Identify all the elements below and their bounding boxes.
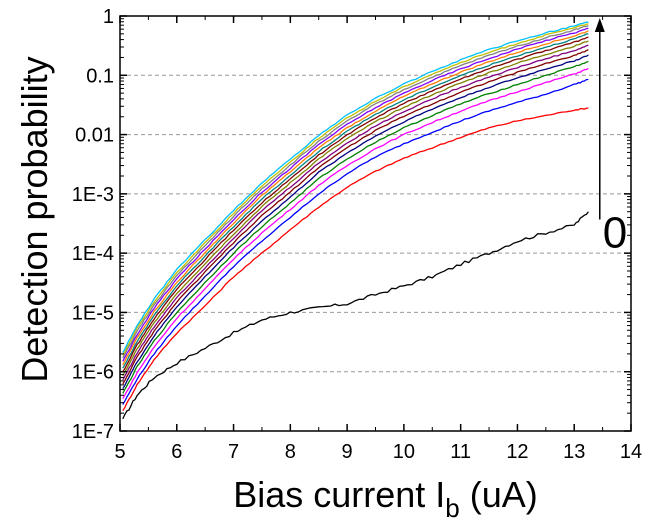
y-tick-label: 1 <box>103 6 114 28</box>
x-axis-title-tail: (uA) <box>460 474 538 515</box>
series-line <box>122 21 589 353</box>
x-tick-label: 8 <box>285 441 296 463</box>
series-line <box>122 211 589 420</box>
y-tick-label: 1E-7 <box>72 421 114 443</box>
x-axis-title-subscript: b <box>445 493 459 523</box>
x-tick-label: 13 <box>563 441 585 463</box>
x-tick-label: 5 <box>114 441 125 463</box>
y-tick-label: 1E-4 <box>72 243 114 265</box>
axis-ticks: 5 6 7 8 9 10 11 12 13 141E-71E-61E-51E-41E-30.010… <box>72 6 642 463</box>
series-line <box>122 78 589 405</box>
series-line <box>122 49 589 385</box>
series-line <box>122 30 589 366</box>
annotation-label: 0 <box>603 208 627 257</box>
series-line <box>122 107 589 412</box>
series-line <box>122 27 589 362</box>
annotation-arrowhead <box>594 18 605 32</box>
x-tick-label: 14 <box>620 441 642 463</box>
x-axis-title-main: Bias current I <box>233 474 445 515</box>
x-tick-label: 6 <box>171 441 182 463</box>
annotation: 0 <box>594 18 627 257</box>
gridlines <box>120 74 631 373</box>
x-tick-label: 9 <box>342 441 353 463</box>
y-tick-label: 0.01 <box>75 125 114 147</box>
series-line <box>122 40 589 377</box>
x-tick-label: 10 <box>393 441 415 463</box>
series-line <box>122 33 589 369</box>
series-line <box>122 60 589 394</box>
y-tick-label: 0.1 <box>86 65 114 87</box>
plot-frame <box>119 15 632 432</box>
series-line <box>122 44 589 381</box>
series-line <box>122 36 589 373</box>
x-tick-label: 11 <box>450 441 471 463</box>
y-tick-label: 1E-3 <box>72 184 114 206</box>
y-axis-title: Detection probability <box>14 56 55 382</box>
series-line <box>122 54 589 389</box>
x-tick-label: 7 <box>228 441 239 463</box>
series-line <box>122 67 589 400</box>
y-tick-label: 1E-5 <box>72 302 114 324</box>
series-layer <box>122 21 589 420</box>
x-axis-title: Bias current Ib (uA) <box>233 474 538 523</box>
series-line <box>122 23 589 356</box>
x-tick-label: 12 <box>506 441 528 463</box>
y-tick-label: 1E-6 <box>72 362 114 384</box>
series-line <box>122 25 589 359</box>
